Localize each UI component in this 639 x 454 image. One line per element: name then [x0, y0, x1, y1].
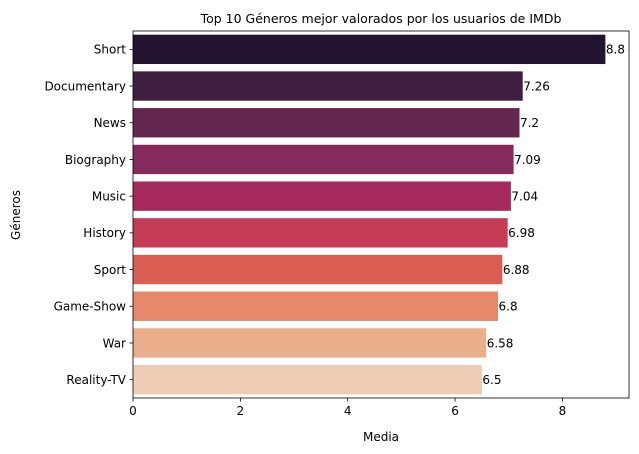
bar-value-label: 7.04 — [511, 189, 538, 203]
bar-value-label: 7.09 — [514, 153, 541, 167]
x-tick-label: 4 — [344, 404, 352, 418]
y-tick-label: War — [103, 336, 126, 350]
y-tick-label: News — [94, 116, 126, 130]
bar-value-label: 6.88 — [503, 263, 530, 277]
y-tick-label: Documentary — [44, 79, 126, 93]
x-tick-label: 2 — [237, 404, 245, 418]
bar-music — [133, 181, 511, 211]
bar-labels-group: 8.8 7.26 7.2 7.09 7.04 6.98 6.88 6.8 6.58 6.5 — [482, 43, 625, 387]
bar-short — [133, 34, 606, 65]
bar-news — [133, 108, 520, 138]
y-tick-label: Biography — [65, 153, 126, 167]
bars-group — [133, 34, 606, 395]
bar-value-label: 6.8 — [499, 300, 518, 314]
chart-title: Top 10 Géneros mejor valorados por los u… — [200, 11, 562, 26]
bar-documentary — [133, 71, 523, 101]
bar-value-label: 8.8 — [606, 43, 625, 57]
bar-value-label: 6.58 — [487, 336, 514, 350]
y-tick-label: Sport — [94, 263, 127, 277]
y-tick-label: Music — [92, 189, 126, 203]
x-tick-label: 0 — [129, 404, 137, 418]
bar-reality-tv — [133, 364, 482, 395]
bar-war — [133, 328, 487, 358]
y-tick-label: Game-Show — [54, 300, 127, 314]
y-axis-ticks: Short Documentary News Biography Music Histor… — [44, 43, 133, 387]
bar-value-label: 7.2 — [520, 116, 539, 130]
bar-biography — [133, 144, 514, 175]
bar-value-label: 7.26 — [523, 79, 550, 93]
x-tick-label: 8 — [559, 404, 567, 418]
bar-sport — [133, 254, 503, 285]
plot-frame — [132, 30, 630, 399]
y-axis-label: Géneros — [9, 190, 23, 240]
y-tick-label: Short — [94, 43, 126, 57]
x-axis-ticks: 0 2 4 6 8 — [129, 398, 566, 418]
bar-history — [133, 218, 508, 248]
y-tick-label: Reality-TV — [66, 373, 126, 387]
y-tick-label: History — [83, 226, 126, 240]
x-tick-label: 6 — [451, 404, 459, 418]
bar-value-label: 6.98 — [508, 226, 535, 240]
x-axis-label: Media — [363, 430, 399, 444]
bar-game-show — [133, 291, 499, 321]
bar-value-label: 6.5 — [482, 373, 501, 387]
